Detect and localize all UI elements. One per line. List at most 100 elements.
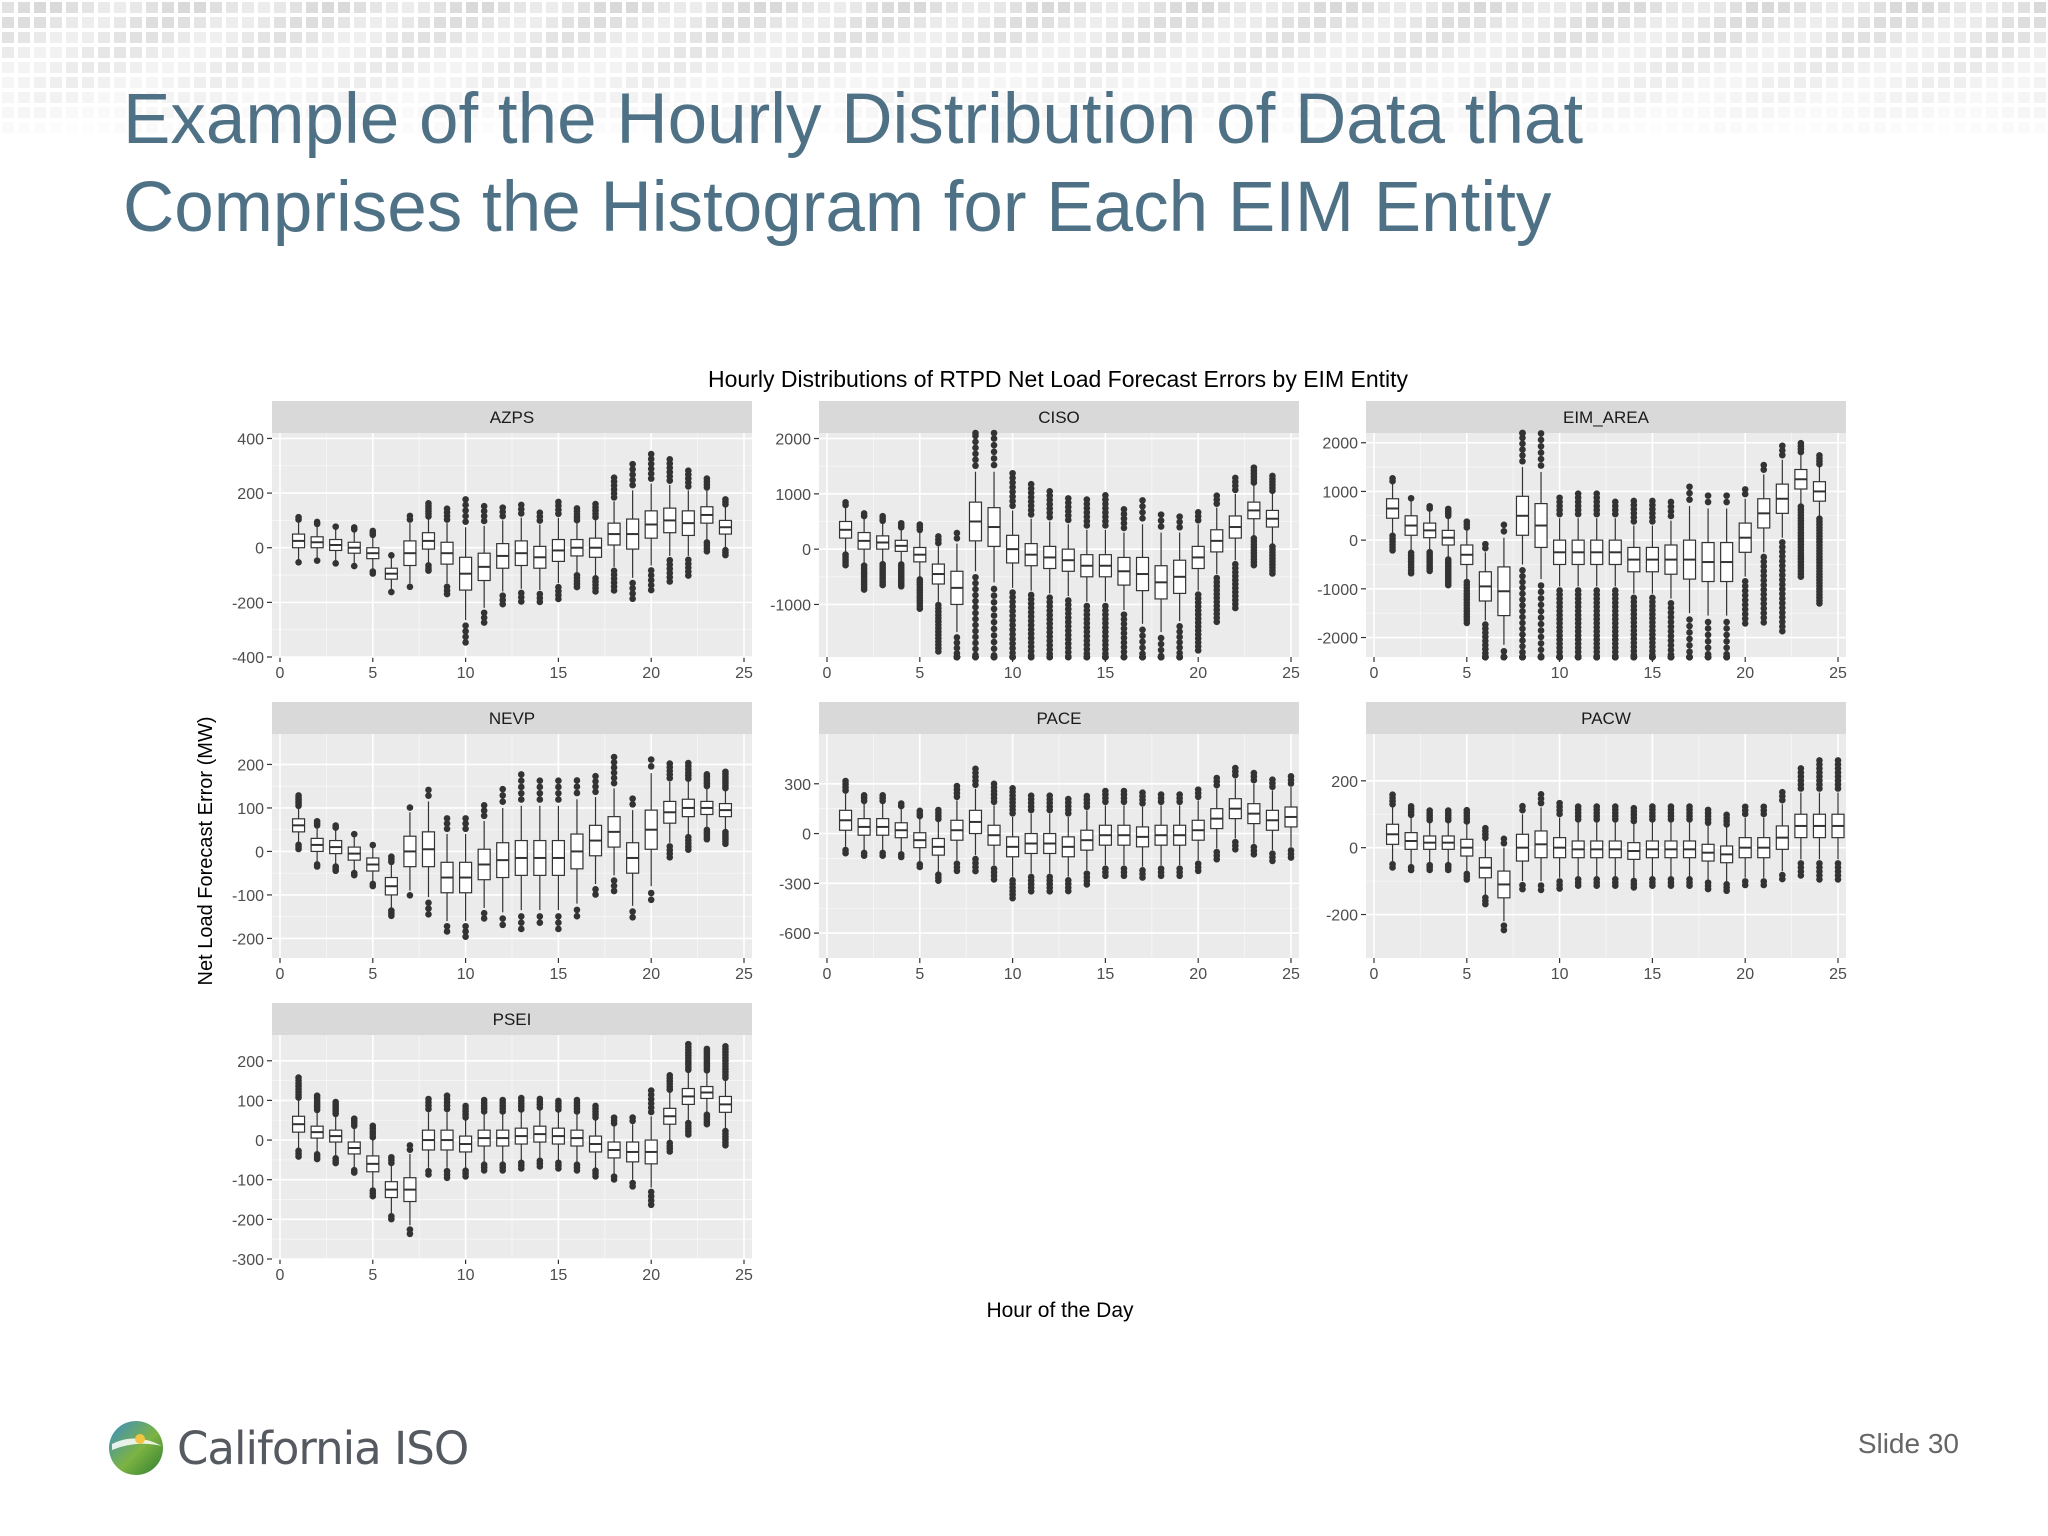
header-pattern-tile bbox=[1010, 2, 1022, 13]
outlier-point bbox=[629, 1114, 636, 1121]
header-pattern-tile bbox=[1442, 62, 1454, 73]
california-iso-logo bbox=[109, 1421, 163, 1475]
header-pattern-tile bbox=[1794, 32, 1806, 43]
outlier-point bbox=[1667, 653, 1675, 661]
outlier-point bbox=[388, 588, 395, 596]
header-pattern-tile bbox=[1106, 77, 1118, 88]
header-pattern-tile bbox=[706, 47, 718, 58]
outlier-point bbox=[1519, 596, 1526, 603]
outlier-point bbox=[1519, 429, 1526, 437]
header-pattern-tile bbox=[194, 32, 206, 43]
header-pattern-tile bbox=[1010, 47, 1022, 58]
header-pattern-tile bbox=[802, 32, 814, 43]
outlier-point bbox=[1519, 642, 1526, 650]
outlier-point bbox=[517, 1094, 525, 1102]
header-pattern-tile bbox=[1522, 2, 1534, 13]
header-pattern-tile bbox=[66, 2, 78, 13]
outlier-point bbox=[1287, 854, 1295, 861]
header-pattern-tile bbox=[2034, 92, 2046, 103]
header-pattern-tile bbox=[1602, 107, 1614, 118]
outlier-point bbox=[1556, 653, 1563, 661]
outlier-point bbox=[536, 919, 544, 926]
header-pattern-tile bbox=[274, 47, 286, 58]
header-pattern-tile bbox=[770, 2, 782, 13]
box-hour-13 bbox=[1608, 498, 1622, 661]
header-pattern-tile bbox=[1586, 107, 1598, 118]
header-pattern-tile bbox=[978, 92, 990, 103]
header-pattern-tile bbox=[1570, 47, 1582, 58]
outlier-point bbox=[1760, 577, 1768, 584]
outlier-point bbox=[990, 632, 998, 639]
box-hour-18 bbox=[607, 753, 621, 895]
header-pattern-tile bbox=[930, 92, 942, 103]
outlier-point bbox=[647, 576, 655, 584]
header-pattern-tile bbox=[434, 92, 446, 103]
header-pattern-tile bbox=[850, 92, 862, 103]
outlier-point bbox=[499, 798, 507, 805]
outlier-point bbox=[1046, 653, 1054, 661]
header-pattern-tile bbox=[1458, 2, 1470, 13]
outlier-point bbox=[369, 527, 377, 535]
box-hour-5 bbox=[913, 807, 927, 871]
facet-label: EIM_AREA bbox=[1563, 408, 1650, 427]
header-pattern-tile bbox=[1618, 47, 1630, 58]
outlier-point bbox=[1779, 548, 1786, 556]
header-pattern-tile bbox=[962, 122, 974, 133]
outlier-point bbox=[1686, 622, 1693, 630]
header-pattern-tile bbox=[2034, 32, 2046, 43]
outlier-point bbox=[1704, 806, 1712, 814]
header-pattern-tile bbox=[1282, 2, 1294, 13]
box-hour-21 bbox=[1210, 492, 1224, 626]
outlier-point bbox=[1009, 488, 1016, 496]
header-pattern-tile bbox=[1938, 47, 1950, 58]
outlier-point bbox=[1779, 562, 1786, 570]
header-pattern-tile bbox=[930, 17, 942, 28]
header-pattern-tile bbox=[1202, 17, 1214, 28]
header-pattern-tile bbox=[1906, 2, 1918, 13]
header-pattern-tile bbox=[450, 17, 462, 28]
outlier-point bbox=[1593, 653, 1601, 661]
header-pattern-tile bbox=[786, 92, 798, 103]
header-pattern-tile bbox=[1570, 107, 1582, 118]
outlier-point bbox=[953, 653, 961, 661]
outlier-point bbox=[573, 912, 581, 920]
header-pattern-tile bbox=[626, 107, 638, 118]
outlier-point bbox=[1797, 872, 1805, 879]
header-pattern-tile bbox=[1858, 92, 1870, 103]
outlier-point bbox=[313, 817, 321, 825]
header-pattern-tile bbox=[1714, 47, 1726, 58]
outlier-point bbox=[1009, 894, 1016, 902]
outlier-point bbox=[1194, 509, 1202, 516]
box-hour-2 bbox=[310, 817, 324, 870]
outlier-point bbox=[629, 1183, 636, 1190]
header-pattern-tile bbox=[1042, 32, 1054, 43]
header-pattern-tile bbox=[994, 92, 1006, 103]
header-pattern-tile bbox=[210, 62, 222, 73]
header-pattern-tile bbox=[274, 32, 286, 43]
header-pattern-tile bbox=[194, 77, 206, 88]
y-tick-label: 0 bbox=[802, 827, 811, 844]
header-pattern-tile bbox=[674, 77, 686, 88]
outlier-point bbox=[1686, 653, 1693, 661]
outlier-point bbox=[1519, 802, 1526, 810]
outlier-point bbox=[1537, 653, 1545, 661]
outlier-point bbox=[517, 913, 525, 920]
header-pattern-tile bbox=[66, 122, 78, 133]
header-pattern-tile bbox=[786, 32, 798, 43]
header-pattern-tile bbox=[178, 107, 190, 118]
header-pattern-tile bbox=[738, 107, 750, 118]
outlier-point bbox=[517, 783, 525, 791]
outlier-point bbox=[897, 853, 905, 861]
header-pattern-tile bbox=[434, 17, 446, 28]
header-pattern-tile bbox=[610, 77, 622, 88]
outlier-point bbox=[1194, 786, 1202, 793]
outlier-point bbox=[972, 633, 979, 641]
outlier-point bbox=[1704, 653, 1712, 661]
outlier-point bbox=[480, 1096, 488, 1104]
outlier-point bbox=[1779, 567, 1786, 574]
outlier-point bbox=[406, 1142, 414, 1149]
header-pattern-tile bbox=[306, 122, 318, 133]
header-pattern-tile bbox=[674, 92, 686, 103]
outlier-point bbox=[1176, 623, 1183, 630]
header-pattern-tile bbox=[466, 2, 478, 13]
